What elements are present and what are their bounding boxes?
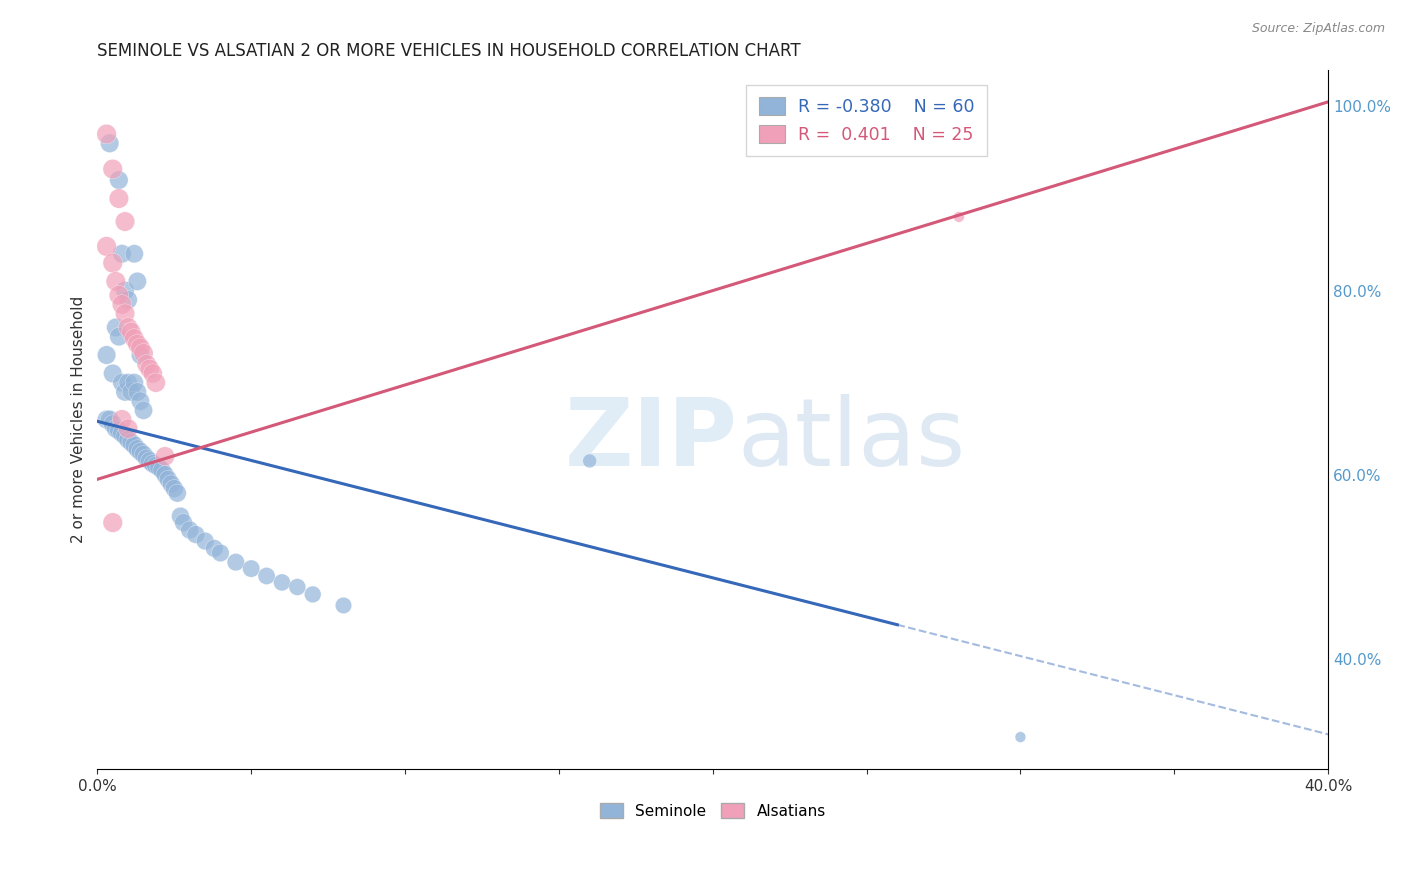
Point [101, 367, 124, 381]
Point [120, 384, 142, 399]
Point [194, 533, 217, 548]
Text: SEMINOLE VS ALSATIAN 2 OR MORE VEHICLES IN HOUSEHOLD CORRELATION CHART: SEMINOLE VS ALSATIAN 2 OR MORE VEHICLES … [97, 42, 801, 60]
Point [120, 325, 142, 339]
Text: Source: ZipAtlas.com: Source: ZipAtlas.com [1251, 22, 1385, 36]
Point [150, 463, 173, 477]
Point [104, 422, 127, 436]
Point [271, 575, 294, 590]
Point [117, 422, 139, 436]
Text: ZIP: ZIP [564, 394, 737, 486]
Point [166, 486, 188, 500]
Point [98, 412, 121, 426]
Point [108, 329, 131, 343]
Point [301, 587, 323, 601]
Point [127, 442, 149, 456]
Legend: Seminole, Alsatians: Seminole, Alsatians [593, 797, 832, 824]
Point [129, 444, 152, 458]
Point [163, 482, 186, 496]
Point [108, 173, 131, 187]
Point [104, 320, 127, 334]
Point [332, 599, 354, 613]
Point [169, 509, 191, 524]
Y-axis label: 2 or more Vehicles in Household: 2 or more Vehicles in Household [72, 296, 86, 543]
Point [578, 454, 600, 468]
Point [184, 527, 207, 541]
Point [127, 274, 149, 288]
Point [173, 516, 195, 530]
Point [111, 412, 134, 426]
Point [129, 341, 152, 355]
Point [285, 580, 308, 594]
Point [132, 403, 155, 417]
Point [124, 246, 146, 260]
Point [129, 394, 152, 409]
Point [114, 429, 136, 443]
Point [117, 376, 139, 390]
Point [145, 376, 167, 390]
Point [124, 331, 146, 345]
Text: atlas: atlas [737, 394, 966, 486]
Point [108, 288, 131, 302]
Point [135, 451, 157, 466]
Point [114, 307, 136, 321]
Point [117, 293, 139, 307]
Point [948, 210, 970, 224]
Point [114, 384, 136, 399]
Point [148, 460, 170, 475]
Point [153, 450, 176, 464]
Point [117, 320, 139, 334]
Point [124, 376, 146, 390]
Point [114, 214, 136, 228]
Point [111, 297, 134, 311]
Point [202, 541, 225, 556]
Point [138, 362, 160, 376]
Point [127, 384, 149, 399]
Point [96, 412, 118, 426]
Point [96, 348, 118, 362]
Point [160, 477, 183, 491]
Point [101, 417, 124, 431]
Point [111, 246, 134, 260]
Point [132, 346, 155, 360]
Point [101, 162, 124, 177]
Point [129, 348, 152, 362]
Point [135, 357, 157, 371]
Point [101, 256, 124, 270]
Point [124, 438, 146, 452]
Point [256, 569, 278, 583]
Point [96, 239, 118, 253]
Point [104, 274, 127, 288]
Point [145, 458, 167, 473]
Point [138, 454, 160, 468]
Point [127, 337, 149, 351]
Point [179, 523, 201, 537]
Point [132, 447, 155, 461]
Point [157, 472, 180, 486]
Point [1010, 730, 1032, 744]
Point [225, 555, 247, 569]
Point [96, 127, 118, 141]
Point [114, 284, 136, 298]
Point [209, 546, 232, 560]
Point [153, 467, 176, 482]
Point [98, 136, 121, 151]
Point [111, 426, 134, 441]
Point [108, 424, 131, 438]
Point [240, 561, 263, 575]
Point [142, 457, 165, 471]
Point [108, 192, 131, 206]
Point [117, 433, 139, 447]
Point [111, 376, 134, 390]
Point [120, 435, 142, 450]
Point [142, 367, 165, 381]
Point [101, 516, 124, 530]
